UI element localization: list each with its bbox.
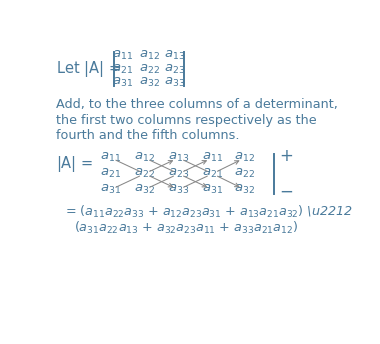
Text: $a_{11}$: $a_{11}$ [112, 49, 133, 62]
Text: $a_{13}$: $a_{13}$ [163, 49, 185, 62]
Text: $a_{32}$: $a_{32}$ [139, 76, 160, 89]
Text: $a_{23}$: $a_{23}$ [168, 167, 189, 180]
Text: = $(a_{11}a_{22}a_{33}$ + $a_{12}a_{23}a_{31}$ + $a_{13}a_{21}a_{32})$ \u2212: = $(a_{11}a_{22}a_{33}$ + $a_{12}a_{23}a… [65, 204, 353, 220]
Text: $a_{22}$: $a_{22}$ [234, 167, 255, 180]
Text: $a_{32}$: $a_{32}$ [234, 183, 255, 196]
Text: Let $|$A$|$ =: Let $|$A$|$ = [56, 59, 121, 79]
Text: $a_{23}$: $a_{23}$ [163, 63, 185, 76]
Text: +: + [280, 147, 293, 165]
Text: $a_{21}$: $a_{21}$ [202, 167, 223, 180]
Text: Add, to the three columns of a determinant,: Add, to the three columns of a determina… [56, 98, 338, 111]
Text: $a_{12}$: $a_{12}$ [139, 49, 160, 62]
Text: $a_{11}$: $a_{11}$ [202, 151, 223, 164]
Text: $a_{11}$: $a_{11}$ [100, 151, 121, 164]
Text: fourth and the fifth columns.: fourth and the fifth columns. [56, 129, 240, 142]
Text: $a_{31}$: $a_{31}$ [112, 76, 133, 89]
Text: $a_{21}$: $a_{21}$ [100, 167, 121, 180]
Text: $a_{33}$: $a_{33}$ [163, 76, 185, 89]
Text: the first two columns respectively as the: the first two columns respectively as th… [56, 114, 317, 127]
Text: $a_{31}$: $a_{31}$ [202, 183, 223, 196]
Text: $a_{32}$: $a_{32}$ [134, 183, 155, 196]
Text: $a_{33}$: $a_{33}$ [168, 183, 189, 196]
Text: −: − [280, 183, 293, 201]
Text: $a_{13}$: $a_{13}$ [168, 151, 189, 164]
Text: $a_{22}$: $a_{22}$ [134, 167, 155, 180]
Text: $a_{12}$: $a_{12}$ [234, 151, 255, 164]
Text: $a_{12}$: $a_{12}$ [134, 151, 155, 164]
Text: $a_{22}$: $a_{22}$ [139, 63, 160, 76]
Text: $a_{31}$: $a_{31}$ [100, 183, 121, 196]
Text: $|$A$|$ =: $|$A$|$ = [56, 154, 93, 174]
Text: $a_{21}$: $a_{21}$ [112, 63, 133, 76]
Text: $(a_{31}a_{22}a_{13}$ + $a_{32}a_{23}a_{11}$ + $a_{33}a_{21}a_{12})$: $(a_{31}a_{22}a_{13}$ + $a_{32}a_{23}a_{… [74, 220, 298, 236]
